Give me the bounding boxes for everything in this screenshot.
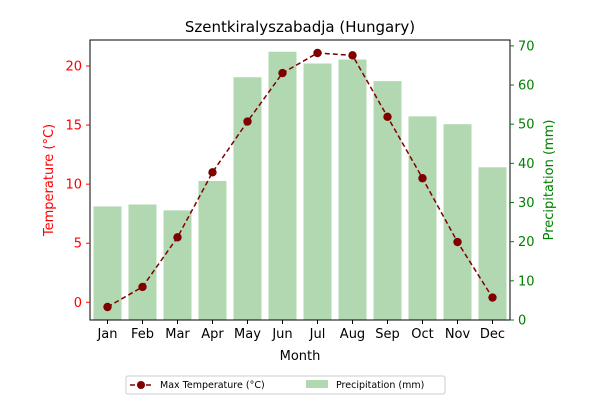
temperature-point-may (243, 117, 252, 126)
x-tick-label: Jul (309, 327, 326, 342)
precipitation-bar-oct (408, 116, 437, 320)
legend-frame (125, 375, 446, 395)
right-y-tick-label: 20 (518, 235, 535, 250)
x-tick-label: May (234, 327, 261, 342)
x-tick-label: Oct (411, 327, 433, 342)
left-y-tick-label: 15 (65, 119, 82, 134)
left-y-axis: 0 5 10 15 20 (65, 59, 90, 311)
right-y-tick-label: 70 (518, 39, 535, 54)
temperature-point-dec (488, 293, 497, 302)
temperature-point-oct (418, 174, 427, 183)
temperature-point-feb (138, 282, 147, 292)
legend-bar-swatch (306, 380, 328, 388)
right-y-axis-label: Precipitation (mm) (542, 120, 557, 241)
right-y-tick-label: 40 (518, 157, 535, 172)
right-y-axis: 0 10 20 30 40 50 60 70 (510, 39, 535, 329)
x-tick-label: Aug (340, 327, 365, 342)
chart-title: Szentkiralyszabadja (Hungary) (185, 18, 415, 36)
left-y-tick-label: 0 (74, 296, 82, 311)
x-tick-label: Feb (131, 327, 154, 342)
temperature-point-apr (208, 168, 217, 177)
temperature-point-jul (313, 48, 322, 58)
x-tick-label: Sep (375, 327, 400, 342)
precipitation-bar-mar (163, 210, 192, 320)
temperature-point-aug (348, 51, 357, 60)
legend-label-temperature: Max Temperature (°C) (160, 380, 265, 391)
temperature-line-series (103, 48, 497, 312)
right-y-tick-label: 30 (518, 196, 535, 211)
precipitation-bar-feb (128, 204, 157, 320)
right-y-tick-label: 10 (518, 274, 535, 289)
temperature-point-jun (278, 68, 287, 78)
right-y-tick-label: 60 (518, 79, 535, 94)
temperature-point-jan (103, 302, 112, 312)
x-axis: Jan Feb Mar Apr May Jun Jul Aug Sep Oct Nov Dec (96, 320, 505, 342)
x-tick-label: Jan (96, 327, 117, 342)
left-y-tick-label: 10 (65, 178, 82, 193)
legend-line-marker (137, 381, 145, 389)
left-y-tick-label: 20 (65, 59, 82, 74)
legend: Max Temperature (°C) Precipitation (mm) (125, 375, 446, 395)
temperature-line (107, 52, 494, 308)
precipitation-bar-jul (303, 63, 332, 321)
x-axis-label: Month (280, 349, 321, 364)
x-tick-label: Dec (480, 327, 505, 342)
x-tick-label: Apr (201, 327, 224, 342)
left-y-tick-label: 5 (74, 237, 82, 252)
x-tick-label: Mar (165, 327, 190, 342)
legend-label-precipitation: Precipitation (mm) (336, 380, 424, 391)
precipitation-bar-aug (338, 59, 367, 321)
x-tick-label: Nov (445, 327, 471, 342)
temperature-point-sep (383, 112, 392, 121)
temperature-point-nov (453, 237, 462, 247)
precipitation-bar-jun (268, 51, 297, 320)
x-tick-label: Jun (271, 327, 292, 342)
left-y-axis-label: Temperature (°C) (42, 124, 57, 237)
right-y-tick-label: 0 (518, 314, 526, 329)
precipitation-bar-may (233, 77, 262, 321)
precipitation-bar-apr (198, 180, 227, 320)
temperature-point-mar (173, 233, 182, 242)
right-y-tick-label: 50 (518, 118, 535, 133)
precipitation-bar-nov (443, 124, 472, 320)
plot-frame (89, 39, 511, 321)
